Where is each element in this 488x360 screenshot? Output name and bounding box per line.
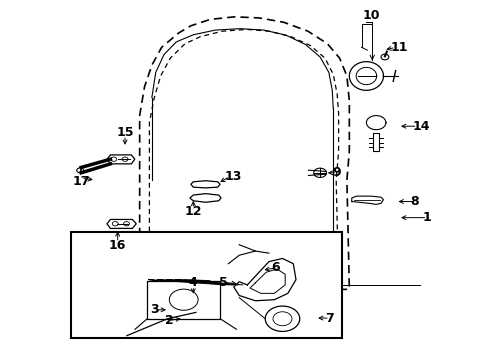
Text: 15: 15 [116, 126, 134, 139]
Text: 8: 8 [409, 195, 418, 208]
Bar [147, 281, 220, 319]
Text: 9: 9 [331, 166, 340, 179]
Text: 1: 1 [422, 211, 430, 224]
Text: 14: 14 [412, 120, 429, 133]
Text: 4: 4 [188, 276, 197, 289]
Text: 17: 17 [72, 175, 90, 188]
Text: 16: 16 [109, 239, 126, 252]
Text: 11: 11 [390, 41, 407, 54]
Text: 10: 10 [362, 9, 379, 22]
Text: 5: 5 [218, 276, 227, 289]
Text: 3: 3 [150, 303, 159, 316]
Text: 12: 12 [184, 205, 202, 218]
Text: 13: 13 [224, 170, 242, 183]
Text: 2: 2 [165, 314, 173, 327]
Text: 6: 6 [271, 261, 279, 274]
Bar [71, 232, 341, 338]
Text: 7: 7 [325, 311, 333, 325]
